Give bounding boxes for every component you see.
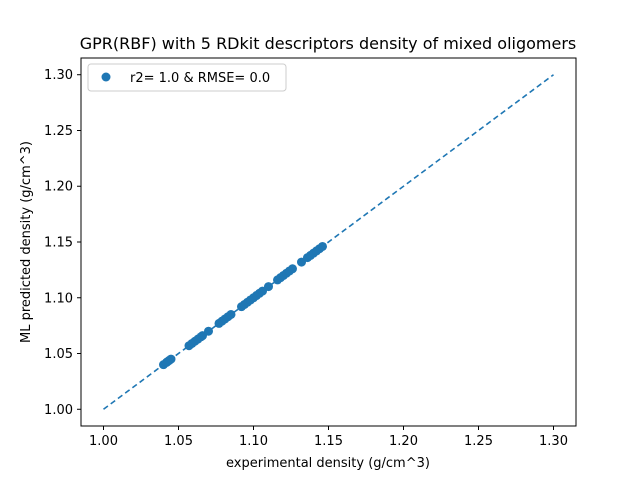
data-point xyxy=(318,241,327,251)
data-point xyxy=(264,282,273,292)
legend-box xyxy=(87,63,287,92)
data-point xyxy=(226,309,236,319)
y-tick-label: 1.25 xyxy=(44,124,73,139)
y-tick-label: 1.00 xyxy=(44,403,73,418)
y-axis-label: ML predicted density (g/cm^3) xyxy=(19,141,34,343)
y-tick-label: 1.10 xyxy=(44,291,73,306)
x-axis-ticks: 1.00 1.05 1.10 1.15 1.20 1.25 1.30 xyxy=(89,426,568,449)
x-tick-label: 1.10 xyxy=(239,434,268,449)
data-points xyxy=(159,241,327,370)
data-point xyxy=(288,264,297,274)
y-tick-label: 1.20 xyxy=(44,180,73,195)
legend: r2= 1.0 & RMSE= 0.0 xyxy=(87,63,287,92)
reference-identity-line xyxy=(103,74,554,410)
y-tick-label: 1.05 xyxy=(44,347,73,362)
legend-marker xyxy=(101,72,111,82)
data-point xyxy=(166,354,176,364)
x-tick-label: 1.20 xyxy=(389,434,418,449)
x-tick-label: 1.15 xyxy=(314,434,343,449)
chart-title: GPR(RBF) with 5 RDkit descriptors densit… xyxy=(80,34,577,53)
x-tick-label: 1.00 xyxy=(89,434,118,449)
x-tick-label: 1.25 xyxy=(464,434,493,449)
x-tick-label: 1.05 xyxy=(164,434,193,449)
y-tick-label: 1.30 xyxy=(44,68,73,83)
x-axis-label: experimental density (g/cm^3) xyxy=(226,456,430,471)
y-axis-ticks: 1.00 1.05 1.10 1.15 1.20 1.25 1.30 xyxy=(44,68,81,418)
y-tick-label: 1.15 xyxy=(44,236,73,251)
x-tick-label: 1.30 xyxy=(539,434,568,449)
legend-entry: r2= 1.0 & RMSE= 0.0 xyxy=(130,71,270,86)
data-point xyxy=(204,326,213,336)
